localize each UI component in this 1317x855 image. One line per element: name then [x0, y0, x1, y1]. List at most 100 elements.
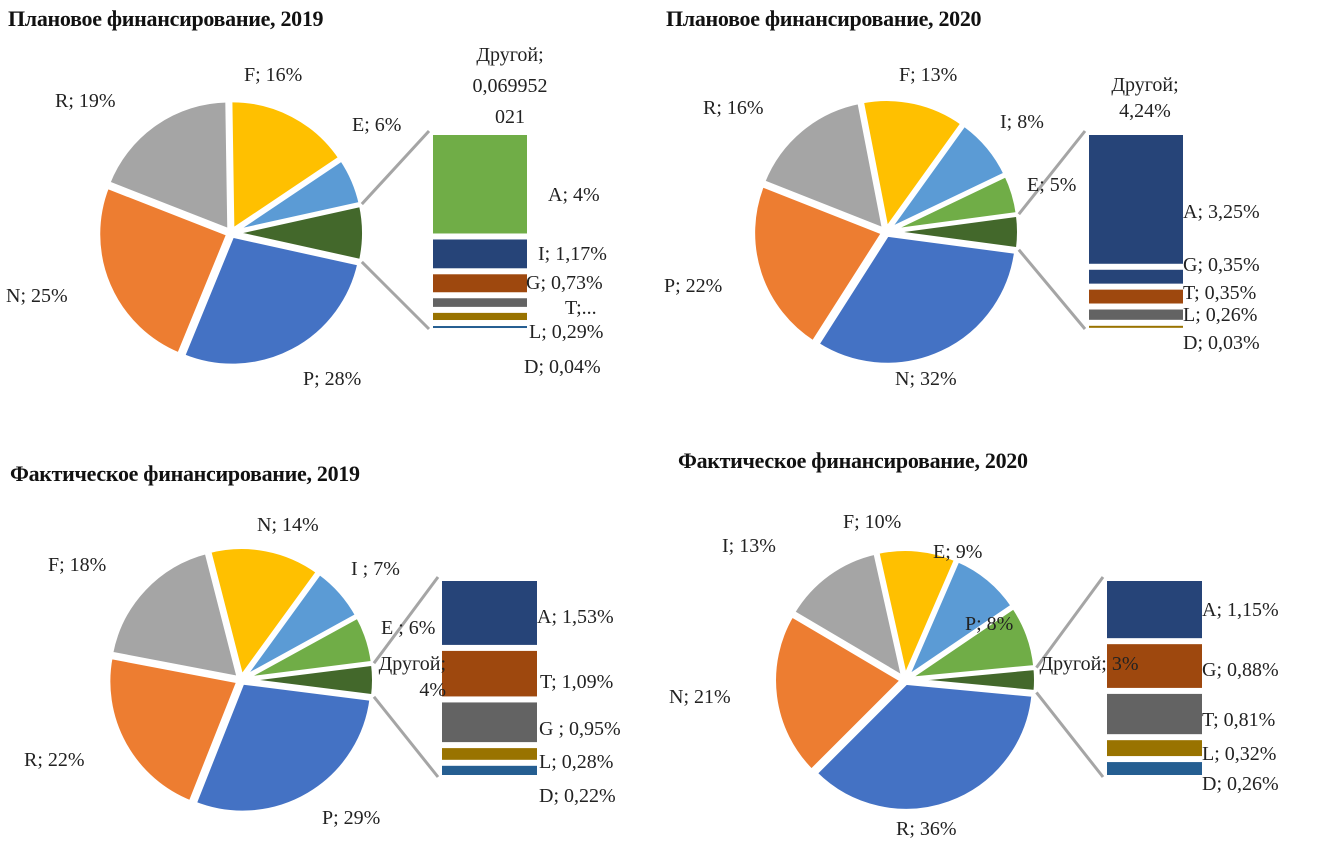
pie-slice-f — [875, 547, 959, 680]
pie-label: I; 8% — [1000, 111, 1044, 133]
pie-slice-f — [109, 550, 241, 680]
pie-label: P; 29% — [322, 807, 381, 829]
pie-label: N; 14% — [257, 514, 319, 536]
chart-title-fact-2020: Фактическое финансирование, 2020 — [678, 448, 1028, 473]
pie-slice-p — [192, 680, 374, 815]
pie-label: F; 13% — [899, 64, 958, 86]
pie-label: P; 22% — [664, 275, 723, 297]
pie-slice-p — [905, 605, 1038, 681]
pie-slice-r — [106, 655, 241, 805]
bar-segment-d — [1089, 325, 1183, 328]
bar-label: A; 4% — [548, 184, 600, 206]
pie-slice-n — [815, 232, 1019, 367]
bar-segment-g — [1107, 644, 1202, 688]
pie-slice-n — [772, 613, 905, 773]
bar-segment-l — [1089, 309, 1183, 320]
connector-line-top — [1035, 576, 1105, 669]
bar-segment-l — [442, 748, 537, 760]
bar-segment-a — [1089, 135, 1183, 264]
pie-label: E; 9% — [933, 541, 983, 563]
bar-label: T; 1,09% — [540, 671, 614, 693]
bar-label: T; 0,81% — [1202, 709, 1276, 731]
connector-line-bottom — [360, 260, 431, 331]
bar-segment-l — [433, 312, 527, 321]
bar-segment-a — [433, 135, 527, 234]
other-label: Другой; 4% — [378, 653, 446, 701]
bar-label: D; 0,22% — [539, 785, 616, 807]
pie-slice-f — [228, 98, 343, 233]
bar-label: G ; 0,95% — [539, 718, 621, 740]
bar-segment-g — [433, 274, 527, 293]
chart-title-fact-2019: Фактическое финансирование, 2019 — [10, 461, 360, 486]
bar-label: A; 1,15% — [1202, 599, 1279, 621]
pie-slice-p — [181, 233, 362, 368]
connector-line-bottom — [1017, 248, 1087, 330]
bar-label: T; 0,35% — [1183, 282, 1257, 304]
pie-label: P; 8% — [965, 613, 1014, 635]
pie-slice-r — [106, 98, 232, 233]
bar-label: G; 0,35% — [1183, 254, 1260, 276]
pie-label: I; 13% — [722, 535, 776, 557]
bar-label: A; 1,53% — [537, 606, 614, 628]
connector-line-bottom — [372, 695, 440, 778]
pie-label: I ; 7% — [351, 558, 400, 580]
pie-label: R; 22% — [24, 749, 85, 771]
pie-slice-n — [207, 545, 320, 680]
connector-line-top — [360, 129, 431, 206]
other-label: Другой; 4,24% — [1111, 74, 1179, 122]
pie-label: R; 36% — [896, 818, 957, 840]
bar-label: L; 0,29% — [529, 321, 604, 343]
pie-label: F; 16% — [244, 64, 303, 86]
pie-label: F; 18% — [48, 554, 107, 576]
bar-segment-l — [1107, 740, 1202, 757]
bar-label: G; 0,73% — [526, 272, 603, 294]
connector-line-bottom — [1035, 691, 1105, 778]
bar-segment-t — [442, 650, 537, 697]
bar-label: D; 0,04% — [524, 356, 601, 378]
pie-slice-e — [241, 614, 375, 682]
bar-segment-d — [1107, 762, 1202, 775]
other-label: Другой; 3% — [1039, 653, 1139, 675]
connector-line-top — [372, 576, 440, 665]
pie-label: R; 19% — [55, 90, 116, 112]
pie-label: N; 32% — [895, 368, 957, 390]
other-label: Другой; 0,069952 021 — [472, 44, 548, 128]
bar-label: L; 0,32% — [1202, 743, 1277, 765]
bar-label: D; 0,26% — [1202, 773, 1279, 795]
pie-slice-n — [96, 184, 231, 357]
bar-segment-a — [1107, 581, 1202, 639]
bar-label: G; 0,88% — [1202, 659, 1279, 681]
pie-label: P; 28% — [303, 368, 362, 390]
pie-slice-r — [813, 680, 1036, 813]
bar-label: T;... — [565, 297, 597, 319]
pie-label: E; 6% — [352, 114, 402, 136]
pie-slice-e — [886, 173, 1020, 234]
bar-label: L; 0,28% — [539, 751, 614, 773]
pie-label: N; 21% — [669, 686, 731, 708]
pie-slice-p — [751, 183, 886, 345]
pie-slice-f — [859, 97, 965, 232]
pie-slice-r — [761, 100, 887, 232]
chart-title-plan-2019: Плановое финансирование, 2019 — [8, 6, 324, 31]
bar-segment-t — [1107, 693, 1202, 735]
bar-segment-g — [442, 702, 537, 743]
bar-segment-t — [1089, 289, 1183, 304]
pie-slice-i — [791, 550, 906, 680]
bar-label: L; 0,26% — [1183, 304, 1258, 326]
bar-segment-d — [433, 326, 527, 329]
bar-label: A; 3,25% — [1183, 201, 1260, 223]
bar-segment-g — [1089, 269, 1183, 284]
pie-label: N; 25% — [6, 285, 68, 307]
pie-slice-e — [231, 157, 363, 234]
bar-label: I; 1,17% — [538, 243, 607, 265]
bar-segment-i — [433, 239, 527, 269]
pie-label: E; 5% — [1027, 174, 1077, 196]
chart-title-plan-2020: Плановое финансирование, 2020 — [666, 6, 982, 31]
pie-label: R; 16% — [703, 97, 764, 119]
bar-segment-a — [442, 581, 537, 645]
connector-line-top — [1017, 130, 1087, 216]
pie-label: E ; 6% — [381, 617, 436, 639]
pie-label: F; 10% — [843, 511, 902, 533]
bar-segment-d — [442, 765, 537, 775]
